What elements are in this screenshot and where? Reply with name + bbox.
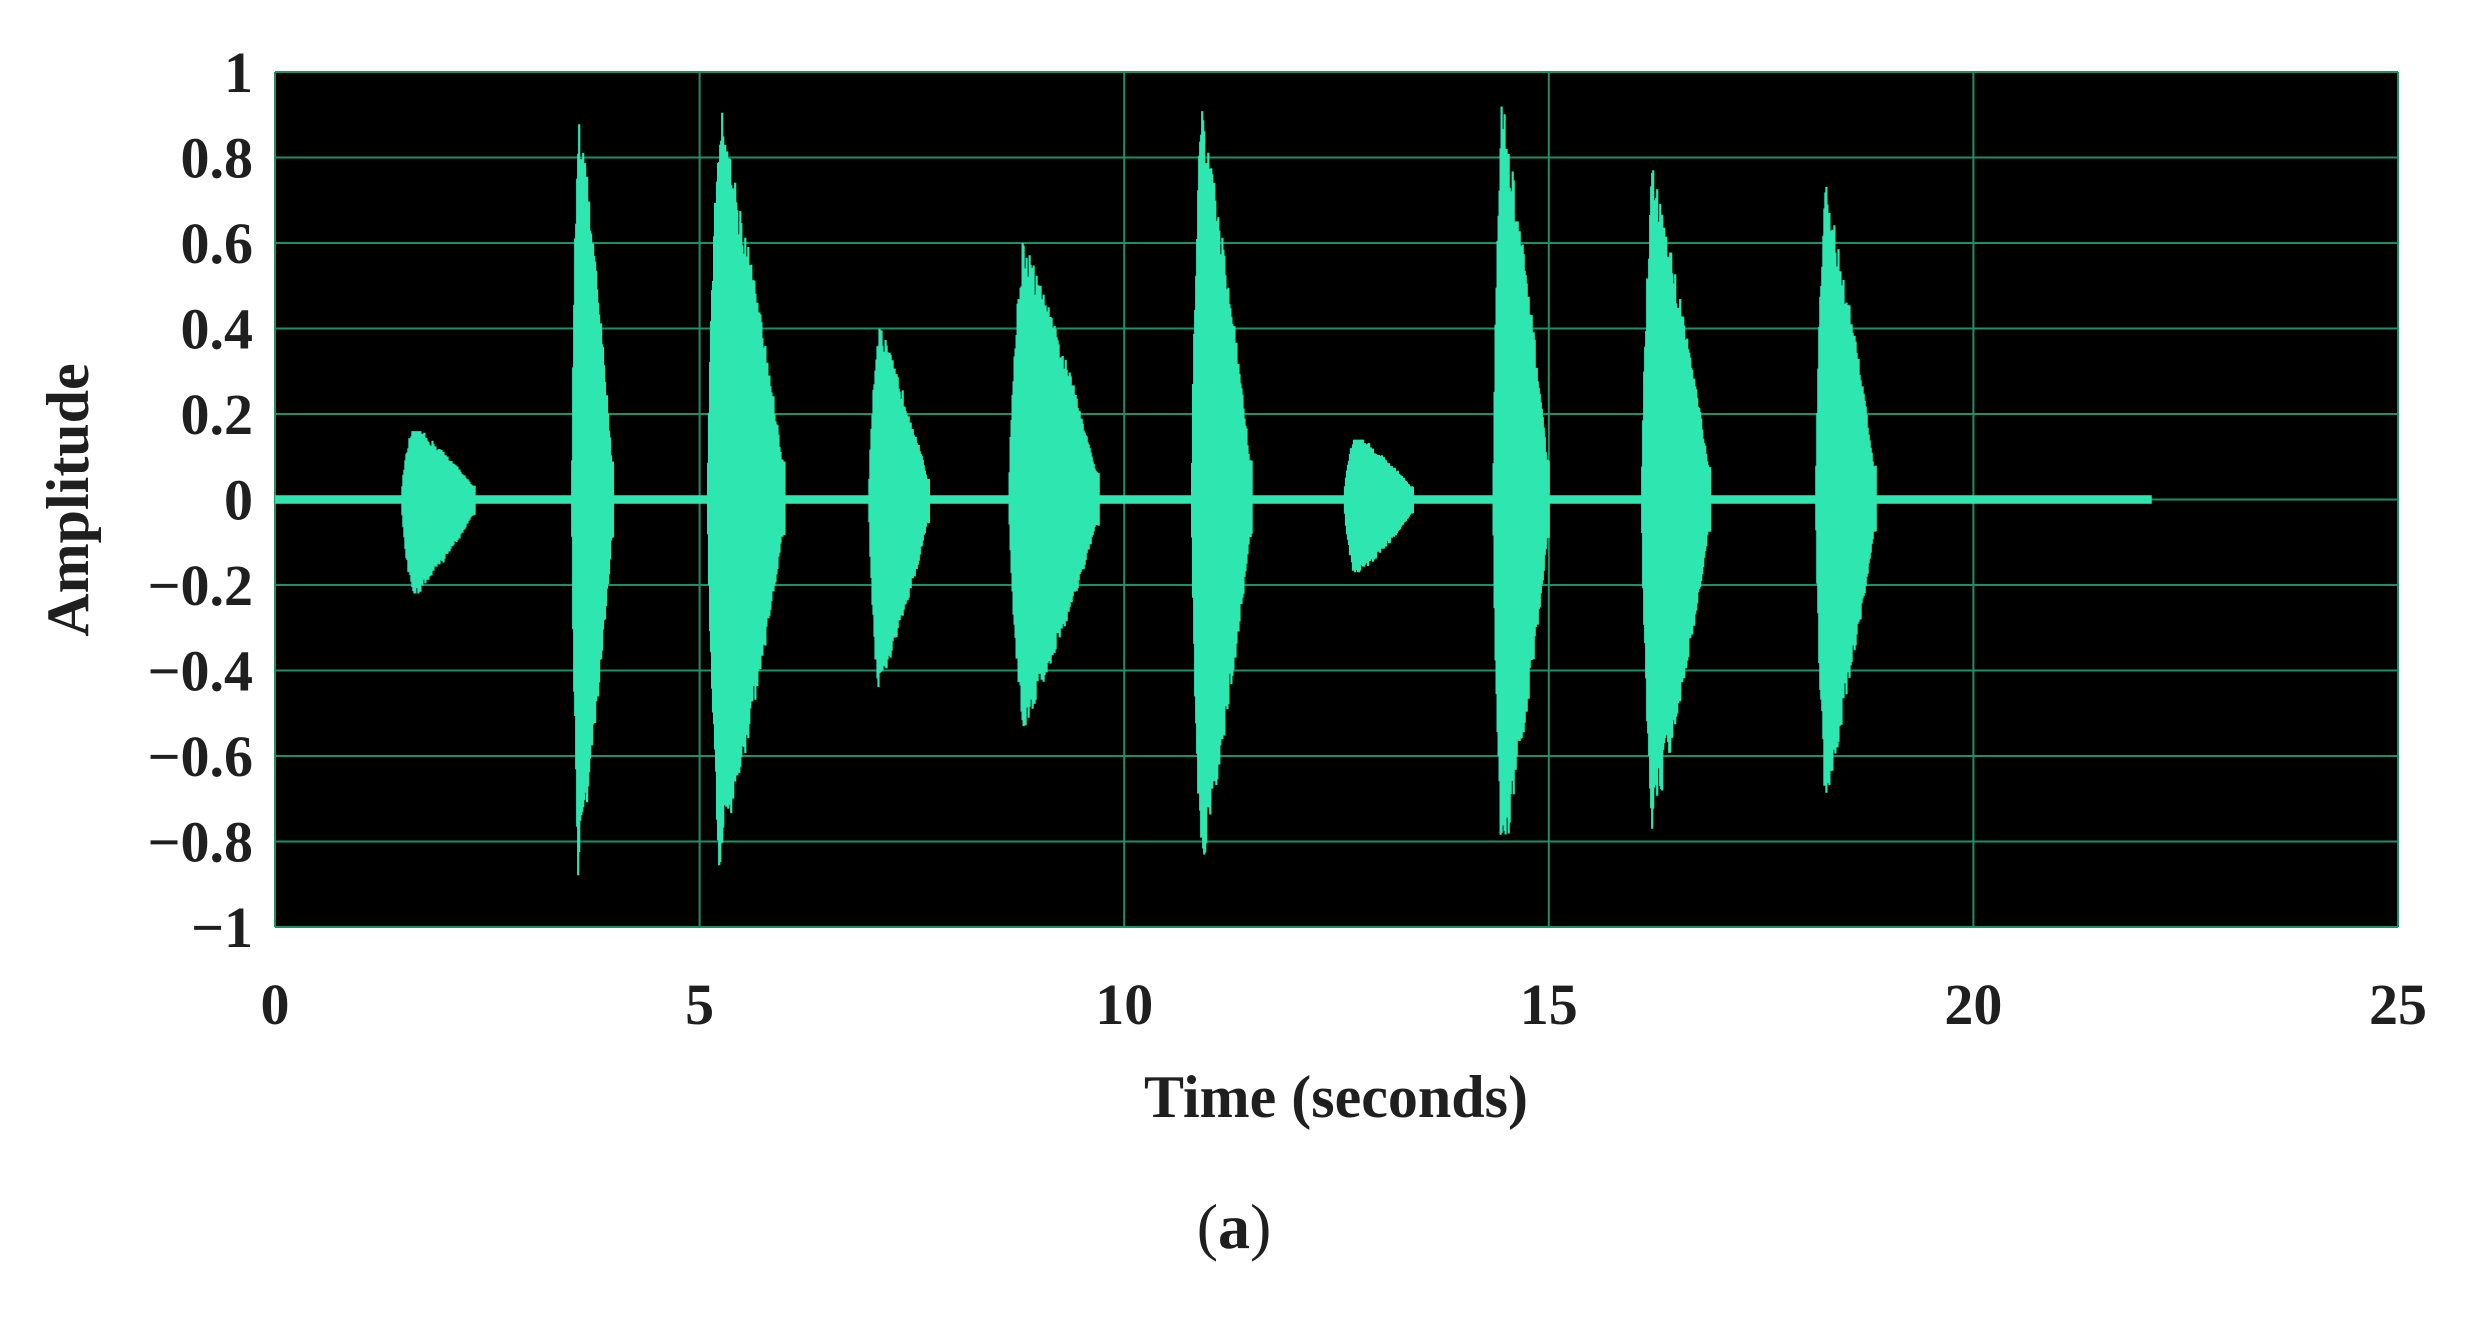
burst-waveform-path — [1815, 186, 1877, 793]
y-tick-label: 0.8 — [181, 126, 254, 191]
waveform-burst — [868, 328, 930, 688]
x-tick-label: 25 — [2369, 972, 2427, 1037]
y-tick-label: 0.4 — [181, 297, 254, 362]
burst-waveform-path — [1492, 106, 1550, 835]
burst-waveform-path — [1008, 243, 1100, 727]
waveform-burst — [707, 112, 786, 866]
x-tick-label: 0 — [261, 972, 290, 1037]
y-tick-label: 0.6 — [181, 211, 254, 276]
y-tick-label: −0.8 — [147, 810, 253, 875]
waveform-burst — [1343, 439, 1414, 573]
y-axis-label: Amplitude — [35, 363, 101, 636]
waveform-burst — [1492, 106, 1550, 835]
waveform-burst — [571, 124, 615, 876]
y-tick-label: 0.2 — [181, 382, 254, 447]
figure-caption: (a) — [0, 1190, 2468, 1264]
burst-waveform-path — [1641, 170, 1712, 829]
waveform-burst — [401, 431, 476, 594]
waveform-burst — [1641, 170, 1712, 829]
x-axis-label: Time (seconds) — [1144, 1064, 1528, 1130]
x-tick-label: 20 — [1944, 972, 2002, 1037]
caption-close-paren: ) — [1250, 1191, 1272, 1262]
x-tick-labels: 0 5 10 15 20 25 — [261, 972, 2428, 1037]
caption-letter: a — [1218, 1191, 1250, 1262]
caption-open-paren: ( — [1196, 1191, 1218, 1262]
y-tick-label: −1 — [191, 895, 253, 960]
x-tick-label: 15 — [1520, 972, 1578, 1037]
burst-waveform-path — [571, 124, 615, 876]
burst-waveform-path — [707, 112, 786, 866]
waveform-burst — [1191, 111, 1253, 855]
y-tick-label: −0.2 — [147, 553, 253, 618]
waveform-signal — [275, 106, 2152, 876]
y-tick-labels: 1 0.8 0.6 0.4 0.2 0 −0.2 −0.4 −0.6 −0.8 −1 — [147, 40, 253, 960]
waveform-burst — [1815, 186, 1877, 793]
waveform-burst — [1008, 243, 1100, 727]
burst-waveform-path — [1191, 111, 1253, 855]
burst-waveform-path — [1343, 439, 1414, 573]
burst-waveform-path — [868, 328, 930, 688]
y-tick-label: 0 — [224, 468, 253, 533]
x-tick-label: 10 — [1095, 972, 1153, 1037]
y-tick-label: 1 — [224, 40, 253, 105]
burst-waveform-path — [401, 431, 476, 594]
y-tick-label: −0.6 — [147, 724, 253, 789]
x-tick-label: 5 — [685, 972, 714, 1037]
y-tick-label: −0.4 — [147, 639, 253, 704]
